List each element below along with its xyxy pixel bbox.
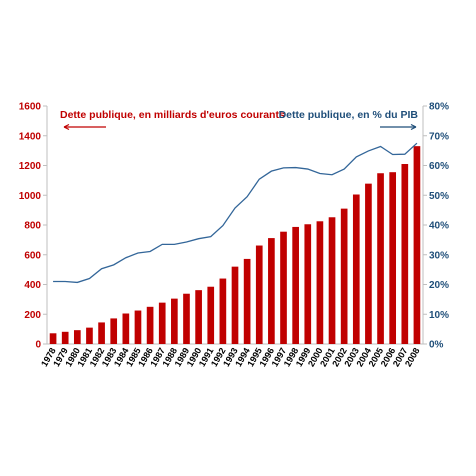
left-tick-label: 200 (24, 310, 41, 321)
bar (352, 194, 360, 344)
bar (401, 164, 409, 344)
bar (134, 310, 142, 344)
legend-left-arrowhead (63, 123, 70, 131)
bar (304, 224, 312, 344)
right-tick-label: 30% (429, 250, 449, 261)
left-tick-label: 600 (24, 250, 41, 261)
right-tick-label: 0% (429, 340, 444, 351)
left-tick-label: 0 (35, 340, 41, 351)
bar (219, 278, 227, 344)
chart-legend: Dette publique, en milliards d'euros cou… (60, 109, 419, 131)
right-tick-label: 40% (429, 221, 449, 232)
bar (377, 173, 384, 344)
left-tick-label: 1400 (19, 131, 42, 142)
left-tick-label: 1000 (19, 191, 42, 202)
bar (316, 221, 324, 344)
bar (231, 266, 239, 344)
bar (340, 208, 348, 344)
left-tick-label: 400 (24, 280, 41, 291)
left-tick-label: 1600 (19, 102, 42, 113)
bar (98, 322, 105, 344)
right-tick-label: 10% (429, 310, 449, 321)
legend-right-label: Dette publique, en % du PIB (279, 109, 419, 121)
right-tick-label: 60% (429, 161, 449, 172)
bar (146, 306, 154, 344)
bar (328, 217, 336, 344)
bar (61, 331, 69, 344)
right-tick-label: 50% (429, 191, 449, 202)
legend-left-label: Dette publique, en milliards d'euros cou… (60, 109, 285, 121)
bar (110, 318, 118, 344)
right-tick-label: 70% (429, 131, 449, 142)
bar (365, 183, 372, 344)
bar (49, 333, 57, 344)
right-tick-label: 20% (429, 280, 449, 291)
bar (207, 286, 215, 344)
bar (243, 258, 251, 344)
bar (292, 226, 299, 344)
bar (183, 293, 190, 344)
bar (195, 290, 202, 344)
tick-labels: 0 200 400 600 800 1000 1200 1400 1600 0% 10% 20% 30%… (19, 102, 449, 369)
bar (122, 313, 130, 344)
bar (389, 172, 397, 344)
legend-right-arrowhead (410, 123, 417, 131)
bar (280, 231, 287, 344)
bar (268, 238, 275, 344)
bar (158, 302, 166, 344)
bar (171, 298, 178, 344)
bar (73, 330, 81, 344)
line-series (53, 142, 418, 284)
bar (86, 327, 93, 344)
bar-series (49, 146, 421, 344)
line-path (53, 142, 418, 284)
right-tick-label: 80% (429, 102, 449, 113)
bar (413, 146, 421, 344)
left-tick-label: 800 (24, 221, 41, 232)
bar (255, 245, 263, 344)
left-tick-label: 1200 (19, 161, 42, 172)
